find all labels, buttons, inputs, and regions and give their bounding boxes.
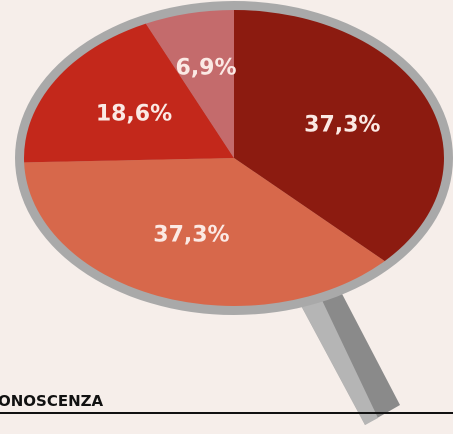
slice-label: 6,9%	[176, 55, 237, 80]
slice	[24, 158, 385, 306]
footer-text: ONOSCENZA	[0, 392, 104, 410]
slice-label: 37,3%	[304, 113, 380, 138]
slice	[23, 23, 234, 163]
slice-label: 37,3%	[153, 222, 229, 247]
pie: 37,3% 37,3% 18,6%6,9%	[23, 10, 445, 306]
slice-label: 18,6%	[96, 101, 172, 126]
slice	[234, 10, 445, 262]
handle-light	[298, 296, 378, 425]
slice	[145, 10, 234, 158]
